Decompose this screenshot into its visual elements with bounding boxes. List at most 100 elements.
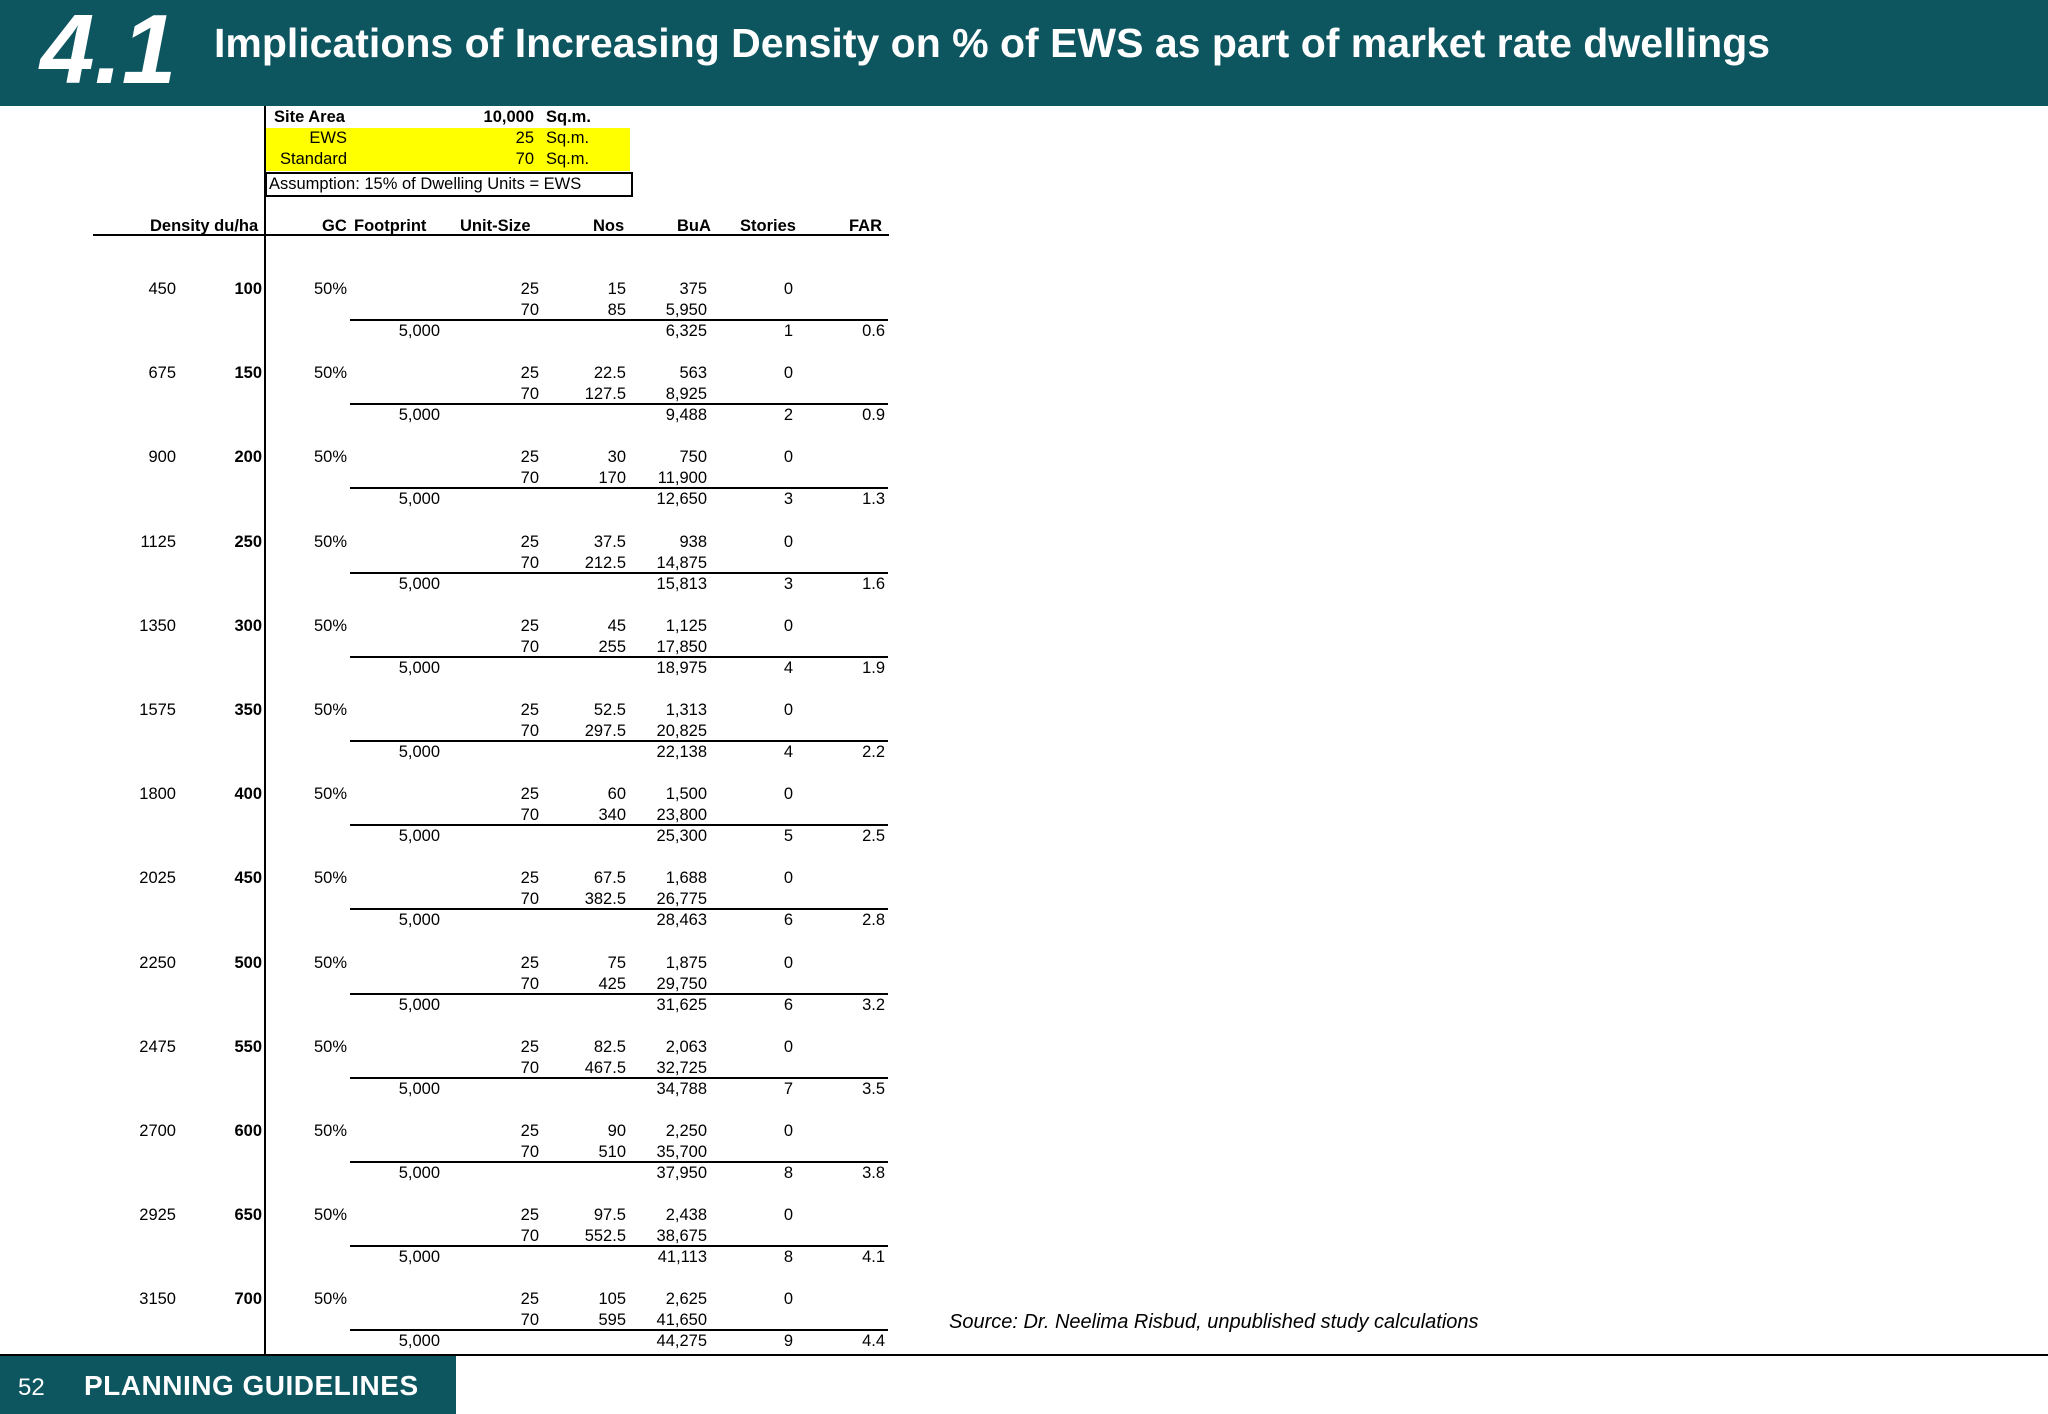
std-bua: 41,650 <box>656 1311 707 1330</box>
ews-stories: 0 <box>783 532 793 551</box>
total-stories: 4 <box>783 658 793 677</box>
density-b: 200 <box>234 448 262 467</box>
density-a: 675 <box>148 364 176 383</box>
density-b: 550 <box>234 1037 262 1056</box>
table-row: 450 100 50% 25 15 375 0 70 85 5,950 5,000 6,325 1 0.6 <box>0 279 2048 363</box>
std-nos: 297.5 <box>584 722 626 740</box>
site-area-label: Site Area <box>274 108 345 126</box>
row-separator <box>350 1076 888 1079</box>
footprint-value: 5,000 <box>398 658 440 677</box>
ews-bua: 1,125 <box>665 616 707 635</box>
far-value: 3.5 <box>862 1079 885 1098</box>
ews-stories: 0 <box>783 1290 793 1309</box>
ews-nos: 45 <box>607 616 626 635</box>
ews-stories: 0 <box>783 364 793 383</box>
std-unit-size: 70 <box>520 1227 539 1246</box>
far-value: 2.8 <box>862 911 885 930</box>
std-bua: 20,825 <box>656 722 707 740</box>
page-header: 4.1 Implications of Increasing Density o… <box>0 0 2048 106</box>
gc-value: 50% <box>313 1037 347 1056</box>
ews-unit-size: 25 <box>520 280 539 298</box>
density-b: 450 <box>234 869 262 888</box>
row-separator <box>350 655 888 658</box>
footprint-value: 5,000 <box>398 743 440 761</box>
site-area-value: 10,000 <box>483 108 534 126</box>
standard-label: Standard <box>280 150 347 168</box>
row-separator <box>350 1245 888 1248</box>
ews-unit-size: 25 <box>520 532 539 551</box>
density-a: 450 <box>148 280 176 298</box>
table-row: 2925 650 50% 25 97.5 2,438 0 70 552.5 38,675 5,000… <box>0 1205 2048 1289</box>
ews-unit-size: 25 <box>520 616 539 635</box>
std-nos: 170 <box>598 469 626 488</box>
table-row: 675 150 50% 25 22.5 563 0 70 127.5 8,925 5,000 9,48… <box>0 363 2048 447</box>
far-value: 1.6 <box>862 574 885 593</box>
table-row: 1125 250 50% 25 37.5 938 0 70 212.5 14,875 5,000 15… <box>0 532 2048 616</box>
std-unit-size: 70 <box>520 637 539 656</box>
footprint-value: 5,000 <box>398 322 440 340</box>
table-row: 900 200 50% 25 30 750 0 70 170 11,900 5,000 12,650 3… <box>0 447 2048 531</box>
std-nos: 85 <box>607 301 626 319</box>
std-nos: 382.5 <box>584 890 626 909</box>
ews-nos: 52.5 <box>593 701 626 719</box>
std-bua: 32,725 <box>656 1058 707 1077</box>
footprint-value: 5,000 <box>398 1248 440 1267</box>
gc-value: 50% <box>313 869 347 888</box>
ews-stories: 0 <box>783 616 793 635</box>
ews-unit-size: 25 <box>520 785 539 804</box>
std-unit-size: 70 <box>520 1058 539 1077</box>
std-unit-size: 70 <box>520 722 539 740</box>
ews-nos: 60 <box>607 785 626 804</box>
ews-label: EWS <box>309 129 347 147</box>
ews-bua: 375 <box>679 280 707 298</box>
std-bua: 5,950 <box>665 301 707 319</box>
total-stories: 8 <box>783 1248 793 1267</box>
ews-stories: 0 <box>783 701 793 719</box>
row-separator <box>350 319 888 321</box>
std-unit-size: 70 <box>520 890 539 909</box>
standard-value: 70 <box>515 150 534 168</box>
table-row: 1575 350 50% 25 52.5 1,313 0 70 297.5 20,825 5,000… <box>0 700 2048 784</box>
std-nos: 467.5 <box>584 1058 626 1077</box>
far-value: 3.2 <box>862 995 885 1014</box>
total-stories: 8 <box>783 1164 793 1182</box>
footprint-value: 5,000 <box>398 911 440 930</box>
total-bua: 25,300 <box>656 827 707 846</box>
far-value: 3.8 <box>862 1164 885 1182</box>
col-footprint: Footprint <box>354 217 427 235</box>
std-nos: 255 <box>598 637 626 656</box>
gc-value: 50% <box>313 1122 347 1140</box>
ews-stories: 0 <box>783 1206 793 1225</box>
standard-unit: Sq.m. <box>546 150 590 168</box>
ews-unit-size: 25 <box>520 869 539 888</box>
std-unit-size: 70 <box>520 301 539 319</box>
density-a: 1125 <box>140 532 176 551</box>
std-nos: 212.5 <box>584 553 626 572</box>
table-row: 2700 600 50% 25 90 2,250 0 70 510 35,700 5,000 37,9… <box>0 1121 2048 1205</box>
gc-value: 50% <box>313 953 347 972</box>
total-bua: 41,113 <box>657 1248 707 1267</box>
ews-nos: 37.5 <box>593 532 626 551</box>
site-area-unit: Sq.m. <box>546 108 591 126</box>
footprint-value: 5,000 <box>398 490 440 509</box>
page-title: Implications of Increasing Density on % … <box>214 20 1771 66</box>
total-bua: 6,325 <box>665 322 707 340</box>
ews-unit-size: 25 <box>520 1206 539 1225</box>
density-b: 300 <box>234 616 262 635</box>
total-bua: 44,275 <box>656 1332 707 1351</box>
density-b: 650 <box>234 1206 262 1225</box>
density-a: 1350 <box>139 616 176 635</box>
total-bua: 18,975 <box>656 658 707 677</box>
ews-bua: 2,438 <box>665 1206 707 1225</box>
ews-stories: 0 <box>783 1122 793 1140</box>
page-number: 52 <box>18 1374 45 1401</box>
col-bua: BuA <box>677 217 711 235</box>
far-value: 0.9 <box>862 406 885 425</box>
total-stories: 2 <box>783 406 793 425</box>
density-a: 2700 <box>139 1122 176 1140</box>
row-separator <box>350 992 888 995</box>
gc-value: 50% <box>313 701 347 719</box>
table-row: 3150 700 50% 25 105 2,625 0 70 595 41,650 5,000 44,… <box>0 1289 2048 1373</box>
total-stories: 1 <box>783 322 793 340</box>
gc-value: 50% <box>313 785 347 804</box>
